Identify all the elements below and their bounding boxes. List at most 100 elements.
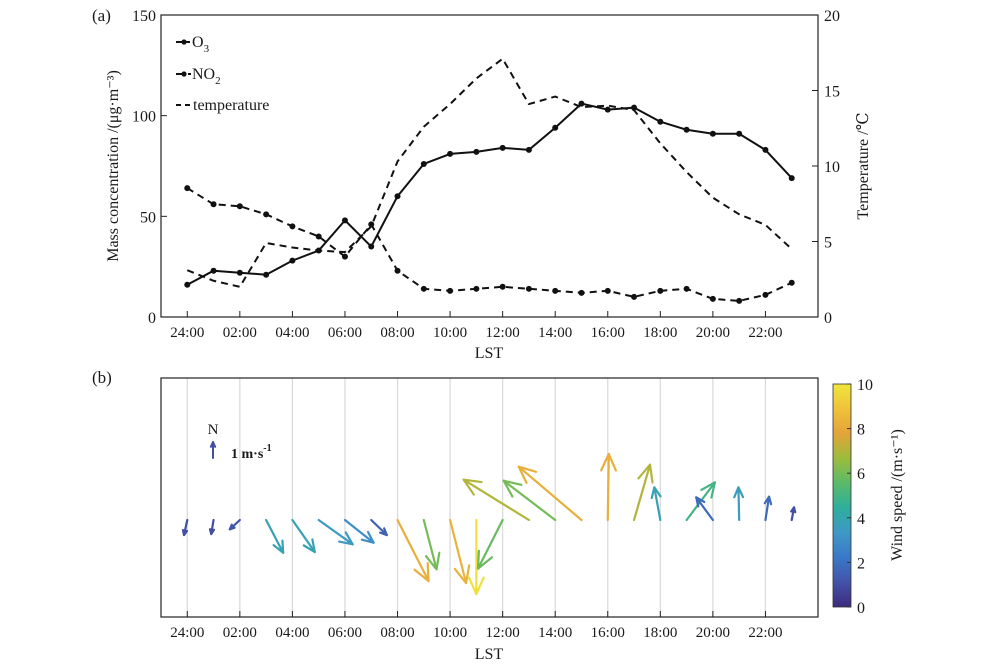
data-point-no2	[263, 211, 270, 218]
x-tick-label: 06:00	[328, 625, 362, 641]
panel-a-x-ticks: 24:00 02:00 04:00 06:00 08:00 10:00 12:00 14:00…	[170, 311, 783, 341]
wind-arrow	[695, 496, 714, 522]
colorbar-tick-label: 2	[857, 555, 865, 572]
data-point-no2	[788, 279, 795, 286]
data-point-o3	[604, 106, 611, 113]
wind-arrow	[467, 518, 485, 596]
data-point-no2	[420, 285, 427, 292]
data-point-o3	[578, 100, 585, 107]
wind-arrow	[291, 518, 316, 554]
data-point-o3	[263, 271, 270, 278]
x-tick-label: 10:00	[433, 325, 467, 341]
data-point-o3	[499, 144, 506, 151]
data-point-no2	[368, 221, 375, 228]
panel-b: (b) 24:00 02:00 04:00 06:00 08:00 10:00 12:00 1…	[92, 368, 906, 663]
data-point-no2	[210, 201, 217, 208]
series-line-no2	[186, 187, 793, 302]
legend-no2-marker	[181, 71, 187, 77]
y-tick-label-right: 5	[824, 235, 832, 252]
panel-a-y-ticks: 0 50 100 150	[132, 8, 167, 327]
colorbar-tick-label: 4	[857, 511, 865, 528]
north-label: N	[208, 422, 219, 438]
data-point-no2	[604, 287, 611, 294]
wind-arrow	[396, 518, 430, 583]
north-arrow	[209, 441, 217, 459]
panel-a-x-axis-label: LST	[475, 345, 504, 362]
panel-a-y-axis-label-right: Temperature /℃	[855, 113, 872, 220]
wind-arrow	[370, 518, 388, 537]
colorbar-tick-label: 10	[857, 377, 873, 394]
legend-item-o3: O3	[176, 34, 210, 55]
x-tick-label: 20:00	[696, 625, 730, 641]
x-tick-label: 24:00	[170, 325, 204, 341]
x-tick-label: 18:00	[643, 625, 677, 641]
wind-arrow	[502, 479, 557, 522]
data-point-o3	[341, 217, 348, 224]
wind-arrow	[790, 506, 797, 522]
colorbar: 0 2 4 6 8 10 Wind speed /(m·s⁻¹)	[832, 377, 906, 617]
colorbar-tick-label: 0	[857, 600, 865, 617]
x-tick-label: 16:00	[591, 625, 625, 641]
colorbar-gradient	[832, 383, 852, 608]
data-point-no2	[762, 291, 769, 298]
wind-arrow	[228, 518, 241, 531]
x-tick-label: 06:00	[328, 325, 362, 341]
wind-arrow	[650, 486, 662, 522]
data-point-no2	[315, 233, 322, 240]
x-tick-label: 14:00	[538, 325, 572, 341]
wind-arrow	[448, 518, 471, 585]
x-tick-label: 22:00	[748, 325, 782, 341]
wind-arrow	[600, 452, 617, 522]
wind-arrow	[181, 518, 189, 537]
y-tick-label-right: 20	[824, 8, 840, 25]
data-point-o3	[788, 175, 795, 182]
reference-arrow-key: N 1 m·s-1	[208, 422, 272, 462]
data-point-o3	[289, 257, 296, 264]
legend-o3-label: O3	[192, 34, 210, 55]
panel-b-frame	[160, 377, 819, 618]
data-point-o3	[447, 150, 454, 157]
x-tick-label: 22:00	[748, 625, 782, 641]
y-tick-label-right: 0	[824, 310, 832, 327]
data-point-no2	[499, 283, 506, 290]
legend-o3-marker	[181, 39, 187, 45]
x-tick-label: 16:00	[591, 325, 625, 341]
panel-a-frame	[160, 14, 819, 318]
data-point-o3	[736, 130, 743, 137]
data-point-no2	[657, 287, 664, 294]
wind-arrow	[317, 518, 354, 546]
x-tick-label: 12:00	[486, 325, 520, 341]
panel-a-y-ticks-right: 0 5 10 15 20	[812, 8, 840, 327]
data-point-no2	[709, 295, 716, 302]
wind-arrow	[422, 518, 441, 571]
legend-temperature-label: temperature	[193, 97, 269, 114]
x-tick-label: 02:00	[223, 625, 257, 641]
data-point-o3	[683, 126, 690, 133]
data-point-o3	[709, 130, 716, 137]
wind-arrow	[265, 518, 285, 554]
legend-no2-label: NO2	[192, 66, 221, 87]
panel-b-label: (b)	[92, 368, 112, 387]
panel-b-x-axis-label: LST	[475, 646, 504, 663]
data-point-o3	[420, 160, 427, 167]
data-point-o3	[525, 146, 532, 153]
data-point-no2	[236, 203, 243, 210]
data-point-o3	[184, 281, 191, 288]
x-tick-label: 20:00	[696, 325, 730, 341]
data-point-o3	[657, 118, 664, 125]
colorbar-ticks: 0 2 4 6 8 10	[847, 377, 873, 617]
y-tick-label: 150	[132, 8, 156, 25]
x-tick-label: 04:00	[275, 325, 309, 341]
data-point-o3	[394, 193, 401, 200]
data-point-no2	[184, 185, 191, 192]
colorbar-label: Wind speed /(m·s⁻¹)	[889, 429, 906, 561]
wind-arrow	[632, 463, 654, 522]
north-arrow-icon	[209, 441, 217, 459]
legend: O3 NO2 temperature	[176, 34, 269, 114]
data-point-o3	[762, 146, 769, 153]
x-tick-label: 08:00	[380, 325, 414, 341]
data-point-no2	[578, 289, 585, 296]
wind-arrow	[462, 478, 531, 522]
data-point-no2	[447, 287, 454, 294]
